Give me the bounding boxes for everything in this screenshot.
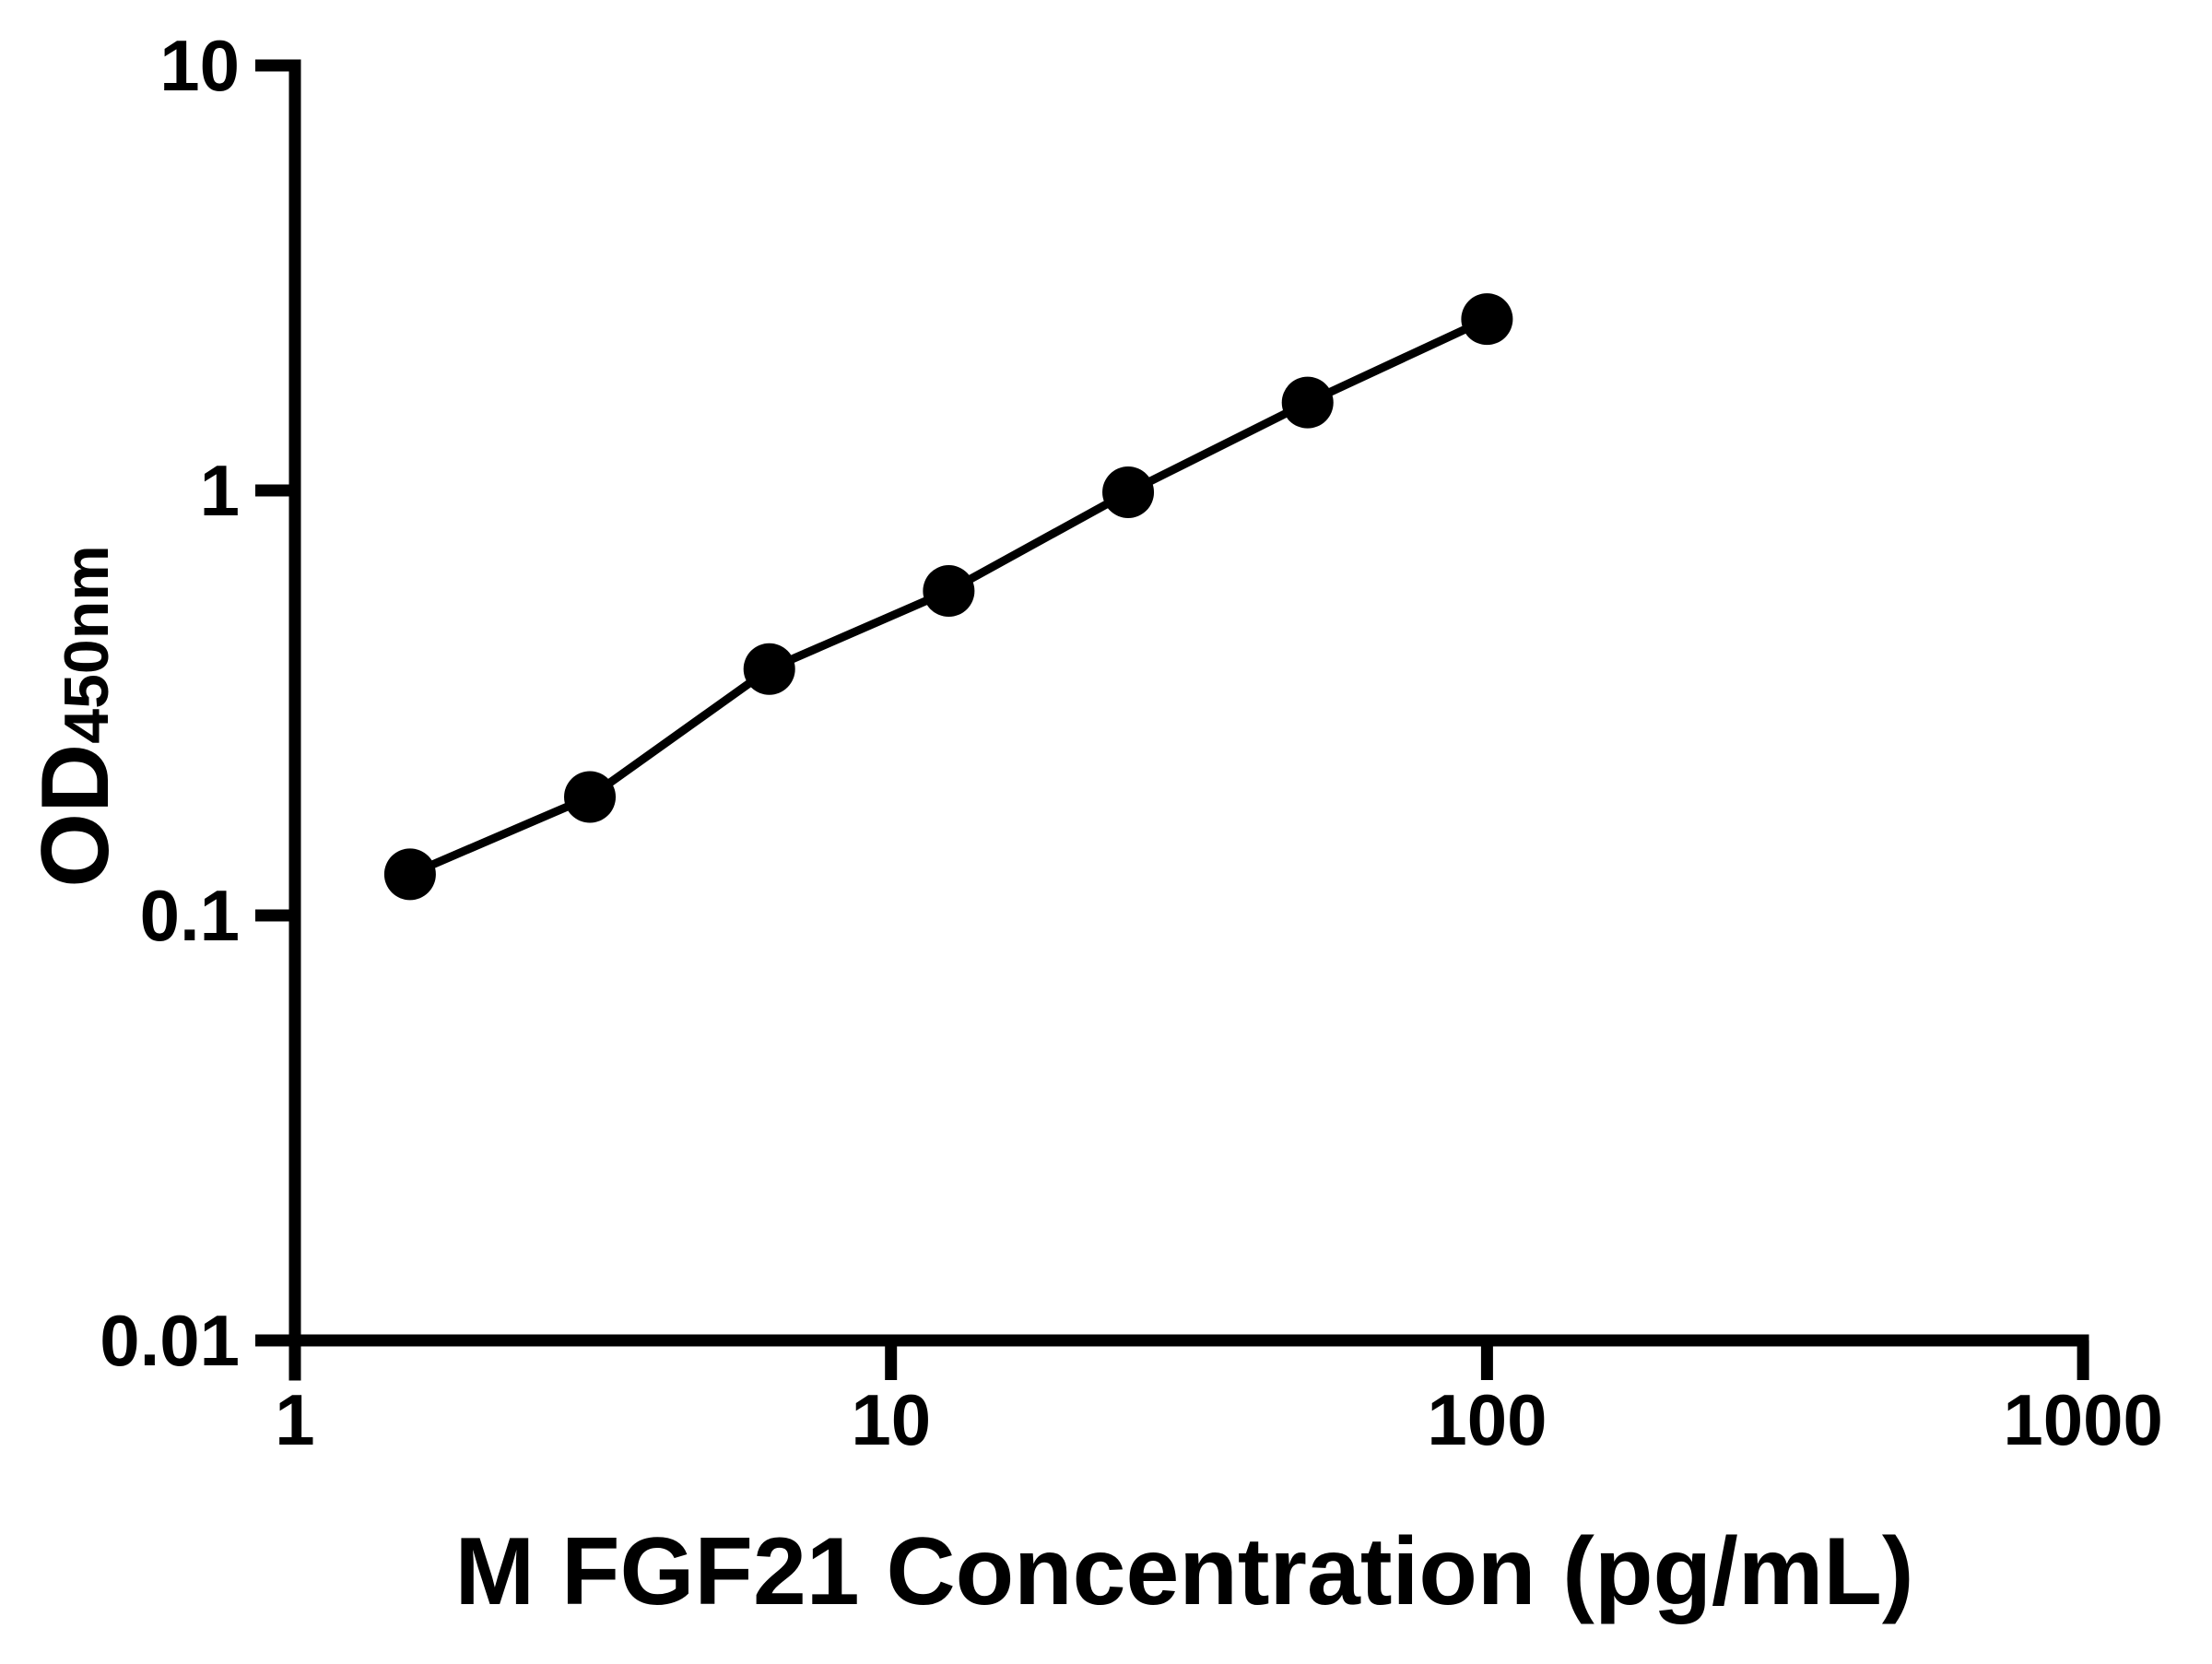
x-tick-label: 100 [1427, 1379, 1547, 1460]
y-tick-label: 1 [200, 450, 240, 531]
x-axis-title: M FGF21 Concentration (pg/mL) [454, 1518, 1913, 1625]
y-axis-title: OD450nm [22, 545, 129, 887]
data-point [383, 848, 436, 901]
y-tick-label: 10 [159, 25, 240, 106]
data-point [564, 771, 617, 823]
data-point [1461, 293, 1513, 346]
x-axis-tick-labels: 1 10 100 1000 [275, 1379, 2163, 1460]
x-tick-label: 1 [275, 1379, 314, 1460]
y-axis-title-main: OD [22, 744, 129, 888]
y-axis-ticks [255, 59, 295, 1347]
data-point [1102, 466, 1155, 519]
data-point [923, 565, 975, 618]
axes [255, 59, 2089, 1381]
x-tick-label: 10 [851, 1379, 931, 1460]
data-series [383, 293, 1513, 901]
y-tick-label: 0.01 [100, 1300, 240, 1381]
x-tick-label: 1000 [2003, 1379, 2163, 1460]
y-axis-tick-labels: 10 1 0.1 0.01 [100, 25, 240, 1381]
y-tick-label: 0.1 [140, 875, 240, 956]
data-point [743, 643, 795, 695]
data-point [1281, 376, 1334, 429]
y-axis-title-sub: 450nm [52, 545, 122, 743]
x-axis-ticks [288, 1340, 2089, 1380]
